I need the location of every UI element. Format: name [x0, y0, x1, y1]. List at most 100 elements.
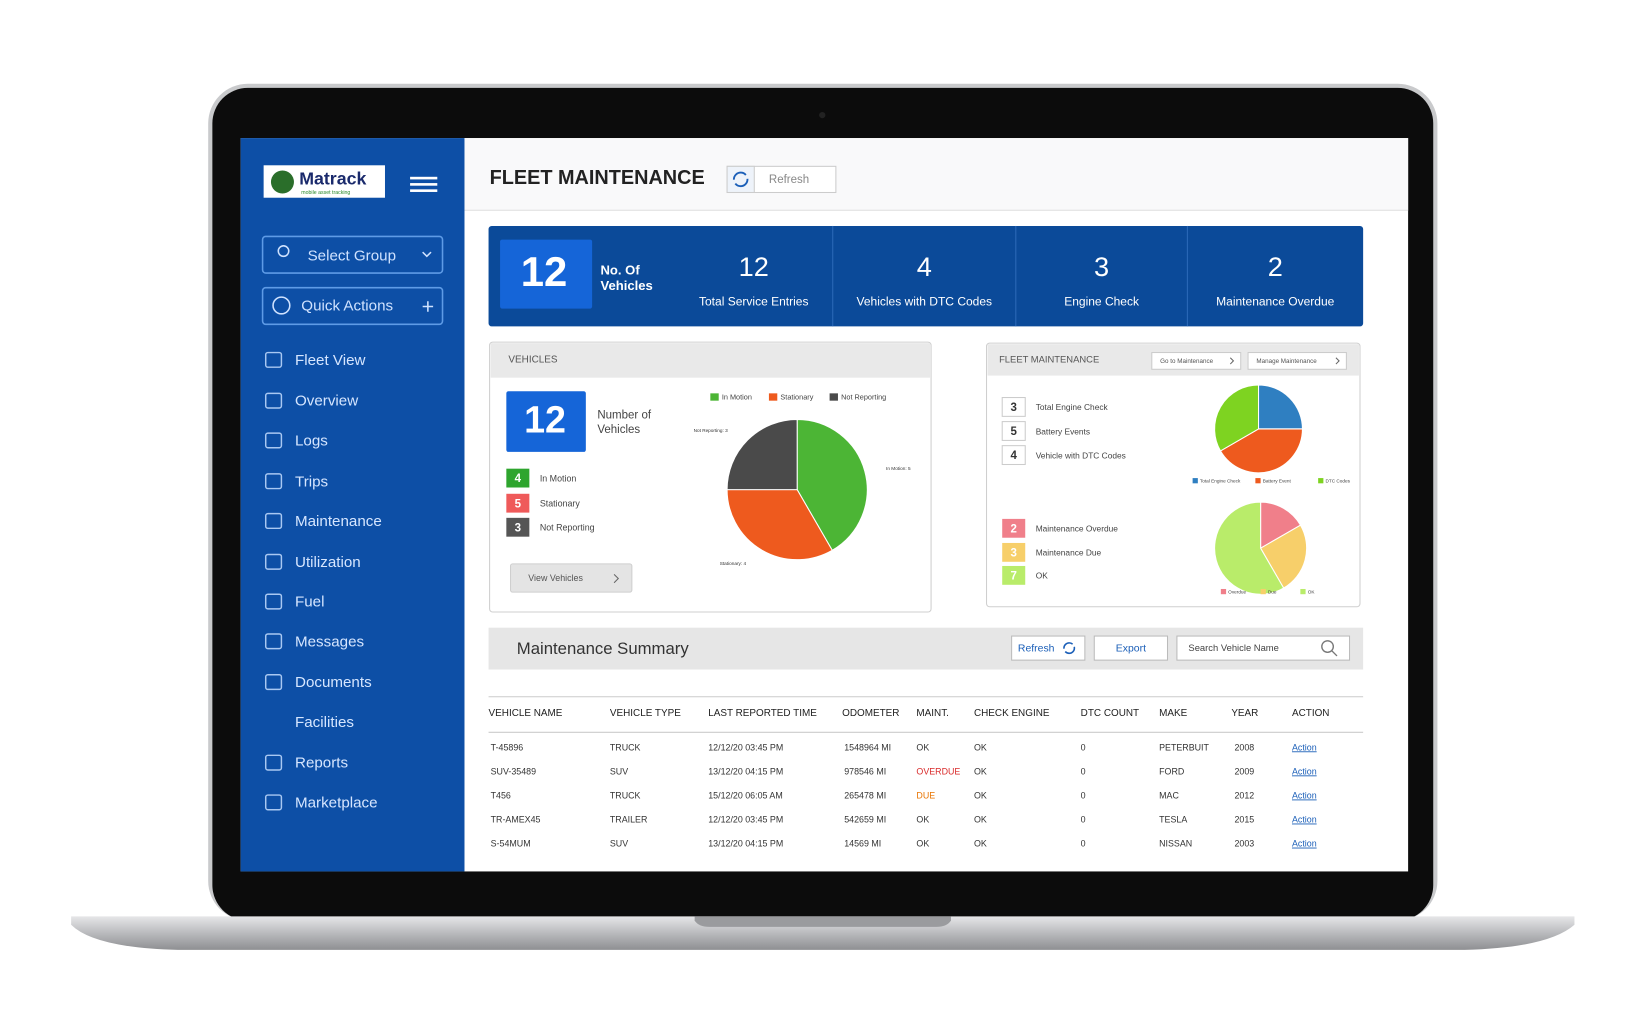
column-header: ACTION	[1292, 708, 1329, 719]
pie-slice	[1260, 501, 1302, 550]
table-cell: 1548964 MI	[844, 742, 891, 752]
base-notch	[694, 916, 951, 927]
summary-refresh[interactable]	[1011, 635, 1086, 661]
legend-label: Due	[1268, 589, 1277, 594]
pie-label: Not Reporting: 3	[694, 428, 729, 433]
count-label: Vehicle with DTC Codes	[1036, 450, 1126, 460]
table-cell: S-54MUM	[491, 839, 531, 849]
refresh-label: Refresh	[769, 174, 809, 186]
view-vehicles-label: View Vehicles	[528, 573, 583, 583]
count-badge	[1001, 397, 1026, 417]
refresh-icon-box	[726, 165, 755, 194]
table-cell: 2008	[1234, 742, 1254, 752]
stat-label: Total Service Entries	[699, 295, 809, 309]
table-cell: OK	[974, 742, 987, 752]
table-cell: TESLA	[1159, 815, 1187, 825]
table-cell: TRAILER	[610, 815, 647, 825]
menu-item[interactable]: Logs	[295, 432, 328, 449]
menu-icon	[264, 512, 283, 530]
menu-icon	[264, 794, 283, 811]
menu-item[interactable]: Fuel	[295, 594, 324, 611]
quick-actions[interactable]	[261, 286, 444, 326]
export-label: Export	[1116, 643, 1146, 654]
menu-item[interactable]: Messages	[295, 633, 364, 650]
total-value: 12	[524, 399, 566, 441]
count-value: 4	[515, 473, 522, 485]
sidebar	[240, 138, 465, 872]
legend-label: Not Reporting	[841, 392, 886, 401]
table-cell: 978546 MI	[844, 766, 886, 776]
action-link[interactable]: Action	[1292, 839, 1317, 849]
fleet-panel	[985, 342, 1361, 608]
table-cell: 14569 MI	[844, 839, 881, 849]
menu-item[interactable]: Overview	[295, 393, 358, 410]
count-label: Battery Events	[1036, 426, 1090, 436]
count-label: Maintenance Due	[1036, 548, 1102, 558]
table-cell: 2009	[1234, 766, 1254, 776]
panel-button[interactable]	[1247, 352, 1347, 370]
menu-item[interactable]: Marketplace	[295, 794, 378, 811]
panel-title: FLEET MAINTENANCE	[999, 353, 1099, 364]
menu-item[interactable]: Fleet View	[295, 352, 366, 369]
stat-value: 12	[521, 248, 568, 295]
count-badge	[506, 517, 530, 537]
select-group-label: Select Group	[308, 247, 396, 264]
page-title: FLEET MAINTENANCE	[490, 167, 705, 189]
action-link[interactable]: Action	[1292, 742, 1317, 752]
menu-item[interactable]: Trips	[295, 473, 329, 490]
gear-icon	[272, 296, 291, 315]
legend-swatch	[768, 393, 778, 401]
legend-swatch	[1260, 588, 1266, 595]
group-icon	[277, 245, 290, 258]
count-value: 5	[515, 498, 522, 510]
menu-item[interactable]: Facilities	[295, 714, 354, 731]
table-cell: PETERBUIT	[1159, 742, 1209, 752]
header	[464, 138, 1409, 211]
menu-toggle[interactable]	[410, 176, 438, 192]
count-value: 2	[1011, 523, 1017, 535]
table-cell: 542659 MI	[844, 815, 886, 825]
menu-item[interactable]: Reports	[295, 755, 348, 772]
view-vehicles-button[interactable]	[509, 563, 633, 593]
menu-item[interactable]: Maintenance	[295, 513, 382, 530]
table-cell: 13/12/20 04:15 PM	[708, 766, 783, 776]
table-cell: 0	[1081, 839, 1086, 849]
menu-icon	[264, 392, 283, 409]
panel-title: VEHICLES	[508, 355, 557, 366]
menu-item[interactable]: Utilization	[295, 554, 361, 571]
stat-label: Maintenance Overdue	[1216, 295, 1335, 309]
count-badge	[1001, 445, 1026, 466]
panel-button[interactable]	[1151, 352, 1242, 370]
export-button[interactable]	[1093, 635, 1169, 661]
action-link[interactable]: Action	[1292, 815, 1317, 825]
table-cell: 12/12/20 03:45 PM	[708, 742, 783, 752]
menu-icon	[264, 351, 283, 368]
stat-label: Vehicles with DTC Codes	[856, 295, 992, 309]
action-link[interactable]: Action	[1292, 790, 1317, 800]
count-badge	[1002, 518, 1026, 538]
search-input[interactable]	[1176, 635, 1351, 661]
count-value: 3	[1011, 402, 1017, 414]
legend-swatch	[1192, 478, 1198, 484]
count-label: In Motion	[540, 473, 577, 483]
logo-text: Matrack	[299, 169, 366, 189]
column-header: YEAR	[1231, 708, 1258, 719]
count-badge	[506, 493, 530, 513]
refresh-icon	[732, 171, 749, 188]
menu-icon	[264, 593, 283, 610]
table-cell: 2012	[1234, 790, 1254, 800]
search-icon	[1321, 640, 1334, 653]
table-cell: OK	[974, 839, 987, 849]
table-cell: 2003	[1234, 839, 1254, 849]
table-cell: OK	[974, 766, 987, 776]
action-link[interactable]: Action	[1292, 766, 1317, 776]
count-value: 3	[515, 522, 521, 534]
count-value: 4	[1011, 450, 1018, 462]
legend-label: Total Engine Check	[1200, 478, 1241, 483]
menu-item[interactable]: Documents	[295, 674, 372, 691]
table-cell: 0	[1081, 815, 1086, 825]
table-cell: FORD	[1159, 766, 1184, 776]
select-group[interactable]	[261, 235, 444, 274]
count-badge	[1002, 542, 1026, 562]
